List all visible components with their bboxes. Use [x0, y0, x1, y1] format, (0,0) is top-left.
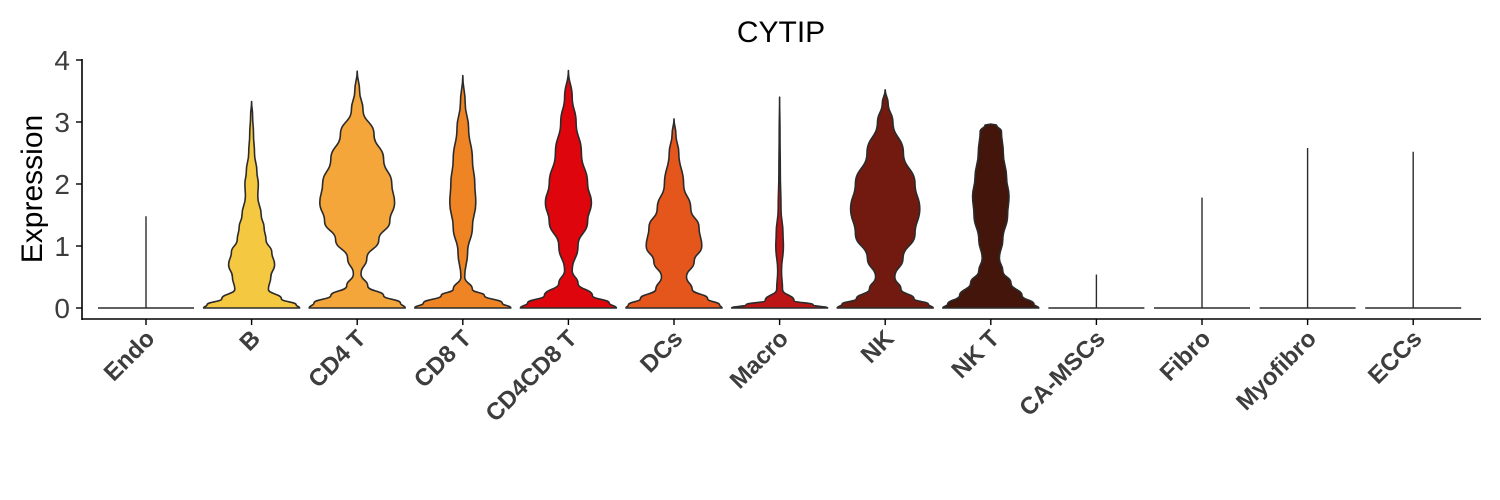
y-tick-label: 3 — [54, 107, 70, 138]
violin-cd4-t — [308, 70, 406, 309]
y-tick-label: 1 — [54, 231, 70, 262]
x-tick-label: CD4 T — [303, 325, 371, 393]
x-tick-label: NK T — [946, 325, 1005, 384]
x-tick-label: CA-MSCs — [1014, 325, 1110, 421]
y-tick-label: 0 — [54, 293, 70, 324]
x-tick-label: Fibro — [1155, 325, 1217, 387]
x-tick-label: DCs — [635, 325, 688, 378]
violin-cd8-t — [414, 74, 512, 309]
x-axis-ticks: Endo B CD4 T CD8 T CD4CD8 T DCs Macro NK NK T CA-… — [99, 319, 1427, 427]
y-axis-ticks: 0 1 2 3 4 — [54, 45, 82, 324]
violin-macro — [730, 96, 829, 309]
violin-b — [202, 100, 301, 309]
x-tick-label: B — [234, 325, 265, 356]
chart-title: CYTIP — [737, 16, 825, 49]
x-tick-label: CD8 T — [409, 325, 477, 393]
x-tick-label: ECCs — [1363, 325, 1427, 389]
y-tick-label: 2 — [54, 169, 70, 200]
violin-dcs — [625, 118, 723, 309]
y-tick-label: 4 — [54, 45, 70, 76]
x-tick-label: Macro — [725, 325, 794, 394]
x-tick-label: Endo — [99, 325, 161, 387]
y-axis-label: Expression — [16, 115, 49, 263]
violin-layer — [98, 69, 1462, 309]
violin-nk — [836, 88, 934, 309]
x-tick-label: CD4CD8 T — [481, 325, 583, 427]
violin-nk-t — [942, 123, 1040, 309]
x-tick-label: Myofibro — [1231, 325, 1322, 416]
violin-cd4cd8-t — [519, 69, 618, 309]
x-tick-label: NK — [856, 325, 900, 369]
